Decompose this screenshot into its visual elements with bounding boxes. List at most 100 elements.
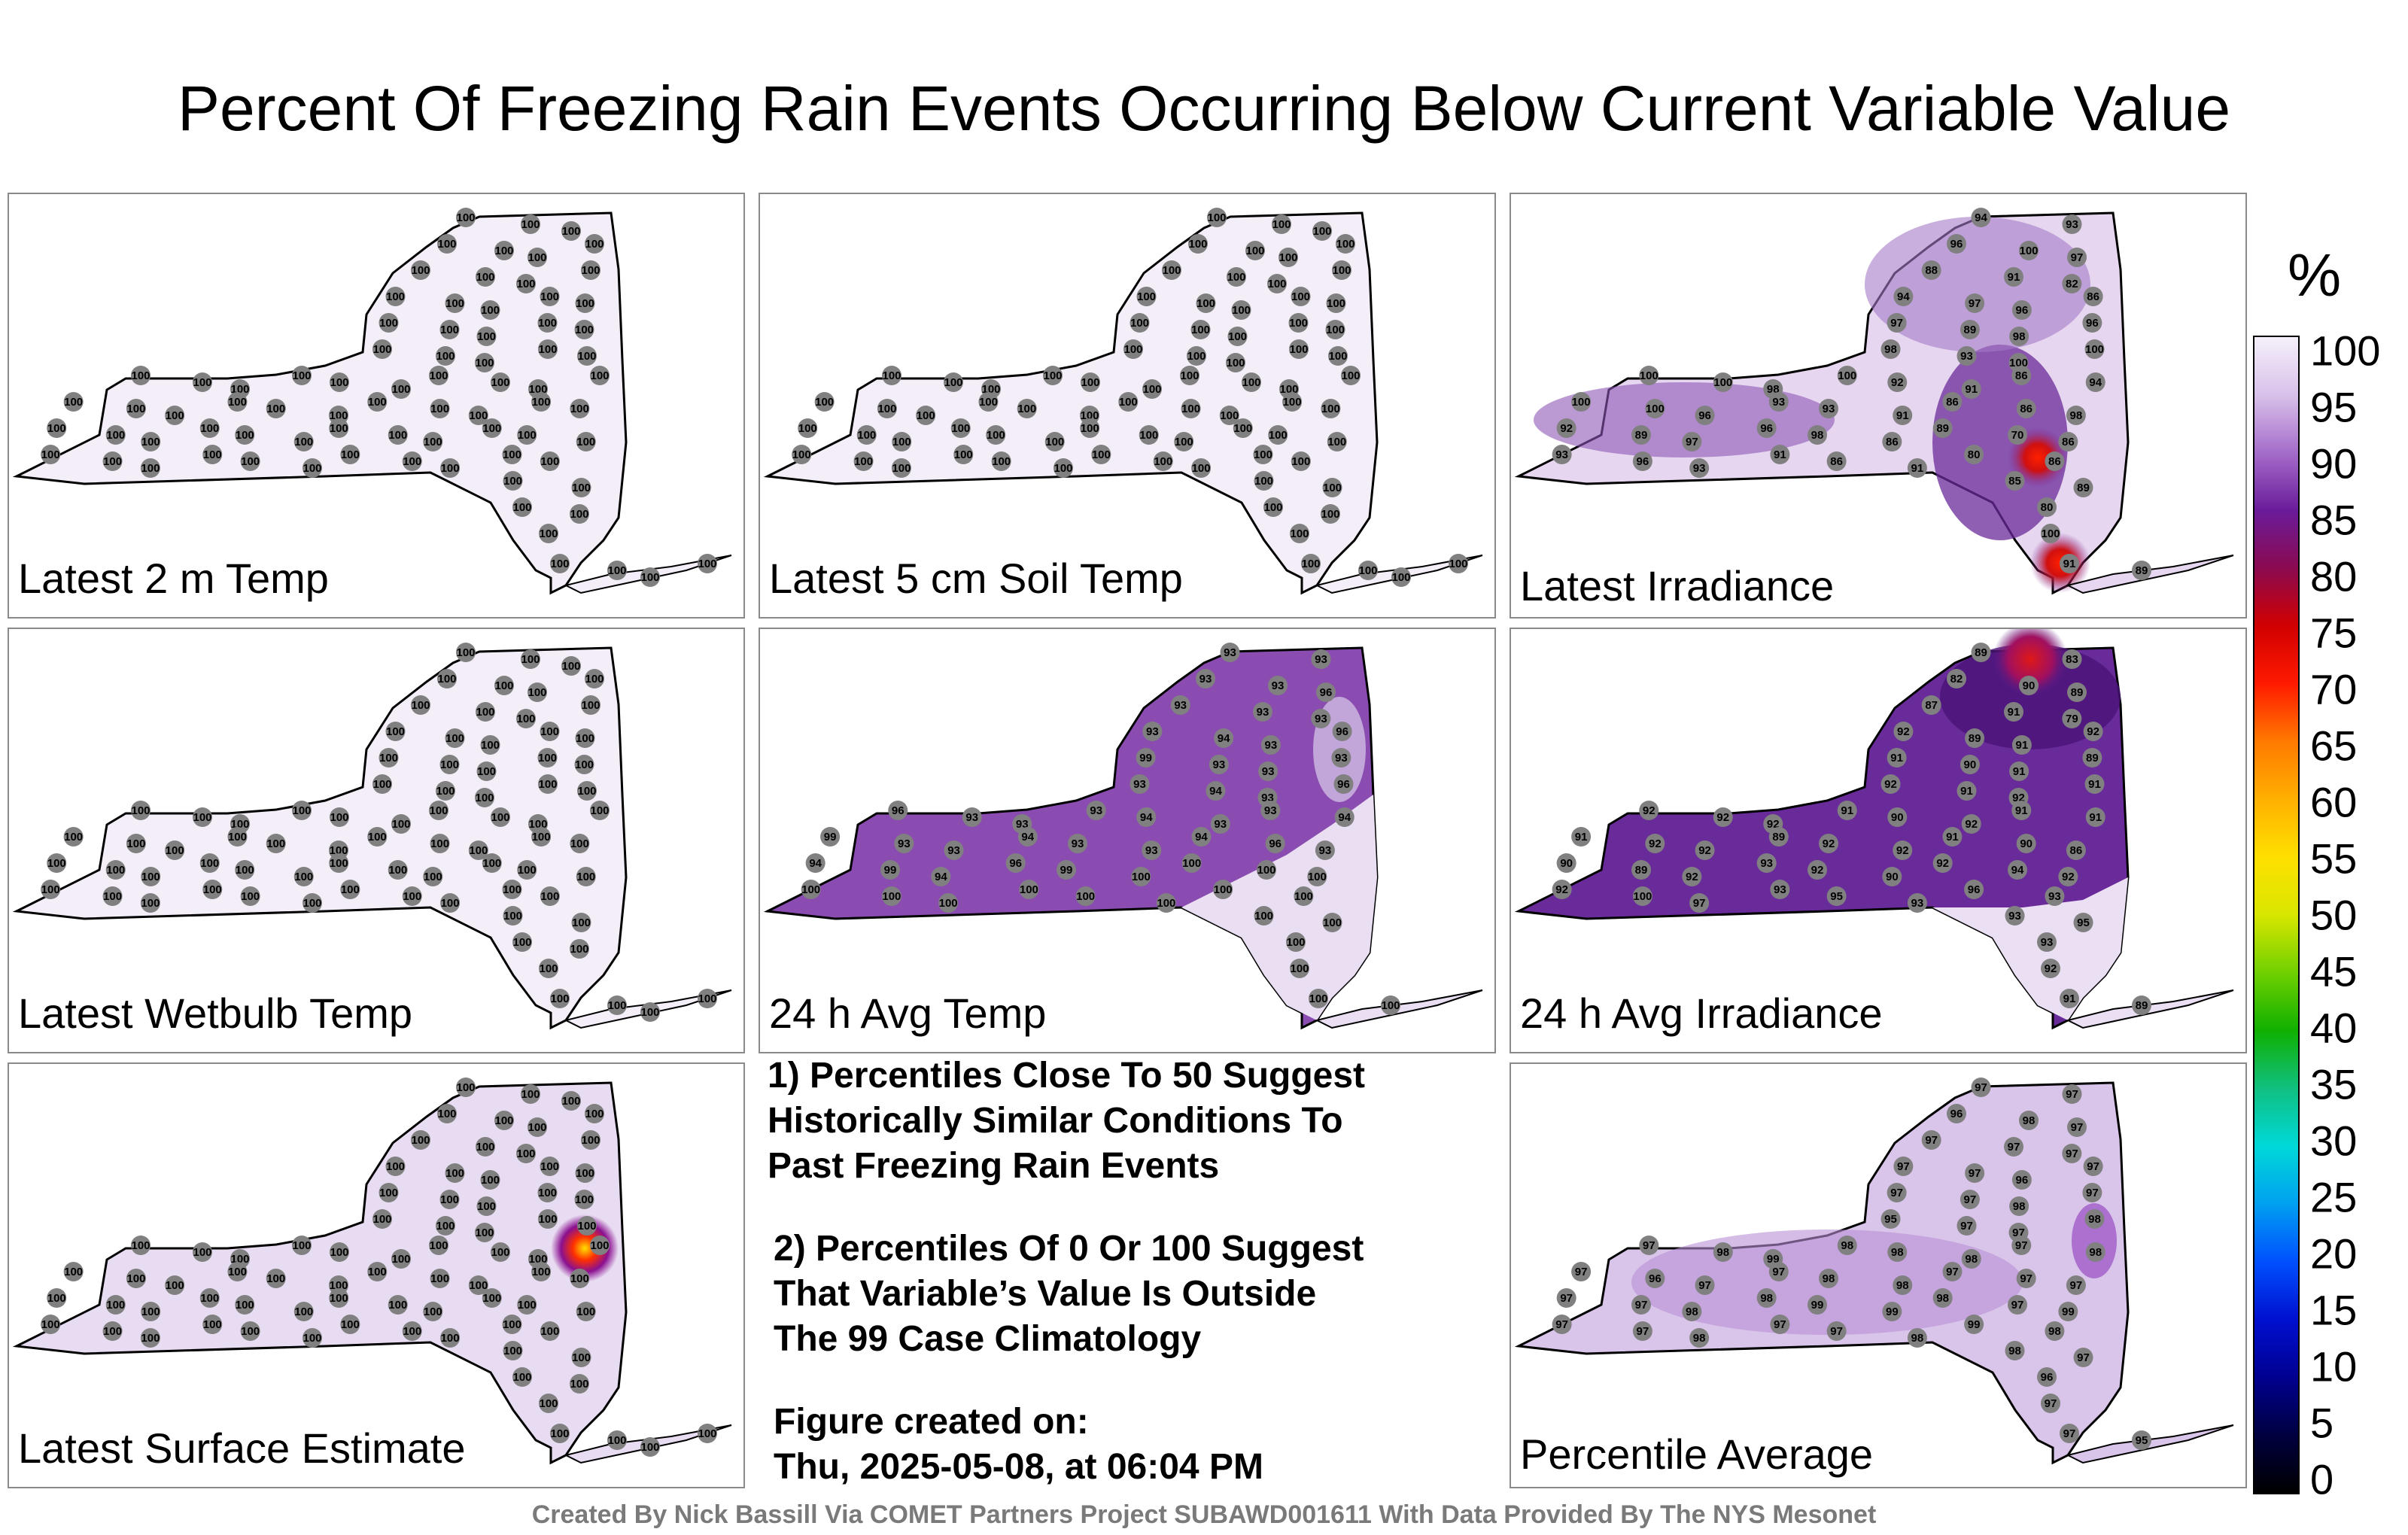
station-dot <box>2083 287 2103 306</box>
station-marker: 100 <box>240 886 260 906</box>
station-dot <box>165 406 185 425</box>
station-value: 100 <box>590 804 609 817</box>
station-value: 100 <box>445 297 464 310</box>
station-value: 97 <box>2071 251 2084 264</box>
station-dot <box>1333 774 1354 794</box>
station-value: 92 <box>1560 422 1573 435</box>
station-dot <box>2041 959 2060 978</box>
station-marker: 100 <box>388 860 408 880</box>
station-marker: 100 <box>1322 478 1342 497</box>
station-value: 100 <box>892 462 911 475</box>
station-dot <box>1358 561 1378 580</box>
station-value: 100 <box>379 1187 398 1199</box>
station-marker: 100 <box>575 1163 595 1183</box>
station-dot <box>1291 287 1311 306</box>
station-marker: 100 <box>503 1341 523 1360</box>
station-value: 100 <box>1358 564 1377 577</box>
station-value: 100 <box>1228 330 1247 343</box>
station-value: 86 <box>2020 403 2033 415</box>
station-marker: 86 <box>2011 366 2032 385</box>
station-value: 100 <box>411 264 430 277</box>
station-dot <box>2062 649 2082 669</box>
station-dot <box>475 788 494 807</box>
colorbar-tick-label: 50 <box>2310 891 2358 939</box>
station-value: 100 <box>103 455 122 468</box>
station-value: 82 <box>1950 673 1963 685</box>
station-dot <box>607 1430 627 1450</box>
station-value: 100 <box>585 673 604 685</box>
station-marker: 100 <box>502 1315 522 1334</box>
station-marker: 92 <box>1887 372 1908 392</box>
station-value: 100 <box>330 422 348 435</box>
station-dot <box>1631 860 1651 880</box>
station-marker: 100 <box>1263 497 1283 517</box>
station-marker: 100 <box>1187 346 1206 366</box>
station-marker: 93 <box>1315 840 1335 860</box>
shading-region <box>2072 1203 2117 1278</box>
station-marker: 100 <box>1219 406 1239 425</box>
station-marker: 100 <box>372 1209 392 1229</box>
station-marker: 100 <box>640 1437 660 1457</box>
station-value: 100 <box>532 831 551 843</box>
station-marker: 100 <box>303 458 322 478</box>
station-value: 98 <box>2023 1114 2036 1127</box>
station-value: 100 <box>236 864 254 877</box>
station-value: 100 <box>1207 211 1226 224</box>
station-marker: 80 <box>2037 497 2057 517</box>
station-dot <box>539 1394 558 1413</box>
station-markers: 1001001001001001001001001001001001001001… <box>41 1078 717 1457</box>
station-dot <box>1391 567 1411 587</box>
station-dot <box>1265 834 1285 853</box>
station-marker: 100 <box>105 425 126 445</box>
station-marker: 100 <box>581 260 600 280</box>
station-marker: 92 <box>1645 834 1665 853</box>
station-value: 100 <box>391 818 410 831</box>
station-dot <box>1227 327 1248 346</box>
station-marker: 100 <box>1713 372 1733 392</box>
station-marker: 100 <box>266 399 286 418</box>
station-value: 92 <box>1716 811 1729 824</box>
station-value: 100 <box>445 732 464 745</box>
station-value: 100 <box>882 890 901 903</box>
station-marker: 99 <box>2058 1302 2078 1321</box>
station-value: 100 <box>561 225 580 238</box>
station-marker: 100 <box>1253 445 1273 464</box>
station-value: 100 <box>41 1318 60 1331</box>
station-marker: 94 <box>1214 728 1234 748</box>
station-dot <box>430 834 450 853</box>
station-dot <box>585 1104 604 1123</box>
station-dot <box>1826 451 1847 471</box>
station-marker: 100 <box>330 1242 349 1262</box>
credit-line: Created By Nick Bassill Via COMET Partne… <box>531 1500 1877 1529</box>
station-value: 94 <box>935 871 947 883</box>
station-marker: 100 <box>429 1236 448 1255</box>
station-marker: 100 <box>440 893 461 913</box>
station-marker: 100 <box>575 293 595 313</box>
station-marker: 100 <box>292 1236 312 1255</box>
station-marker: 94 <box>2008 860 2027 880</box>
station-value: 100 <box>1640 369 1659 382</box>
station-value: 100 <box>456 211 475 224</box>
station-value: 96 <box>1336 725 1348 738</box>
station-value: 97 <box>2066 1088 2078 1101</box>
station-dot <box>423 1302 443 1321</box>
station-dot <box>880 860 900 880</box>
station-dot <box>528 1117 547 1137</box>
station-marker: 100 <box>1227 267 1246 287</box>
station-marker: 100 <box>1231 300 1251 320</box>
station-marker: 90 <box>1887 807 1908 827</box>
station-value: 70 <box>2011 429 2024 442</box>
station-marker: 90 <box>2019 676 2039 695</box>
station-value: 91 <box>2088 778 2101 791</box>
station-dot <box>1961 1249 1981 1269</box>
station-dot <box>570 399 590 418</box>
station-value: 95 <box>2077 916 2090 929</box>
station-marker: 100 <box>199 418 220 438</box>
station-dot <box>540 1321 560 1341</box>
station-dot <box>1960 320 1980 339</box>
station-value: 91 <box>2063 558 2076 570</box>
station-value: 100 <box>577 350 596 363</box>
station-value: 100 <box>1269 429 1288 442</box>
station-marker: 100 <box>1571 392 1592 412</box>
station-marker: 100 <box>1123 339 1143 359</box>
